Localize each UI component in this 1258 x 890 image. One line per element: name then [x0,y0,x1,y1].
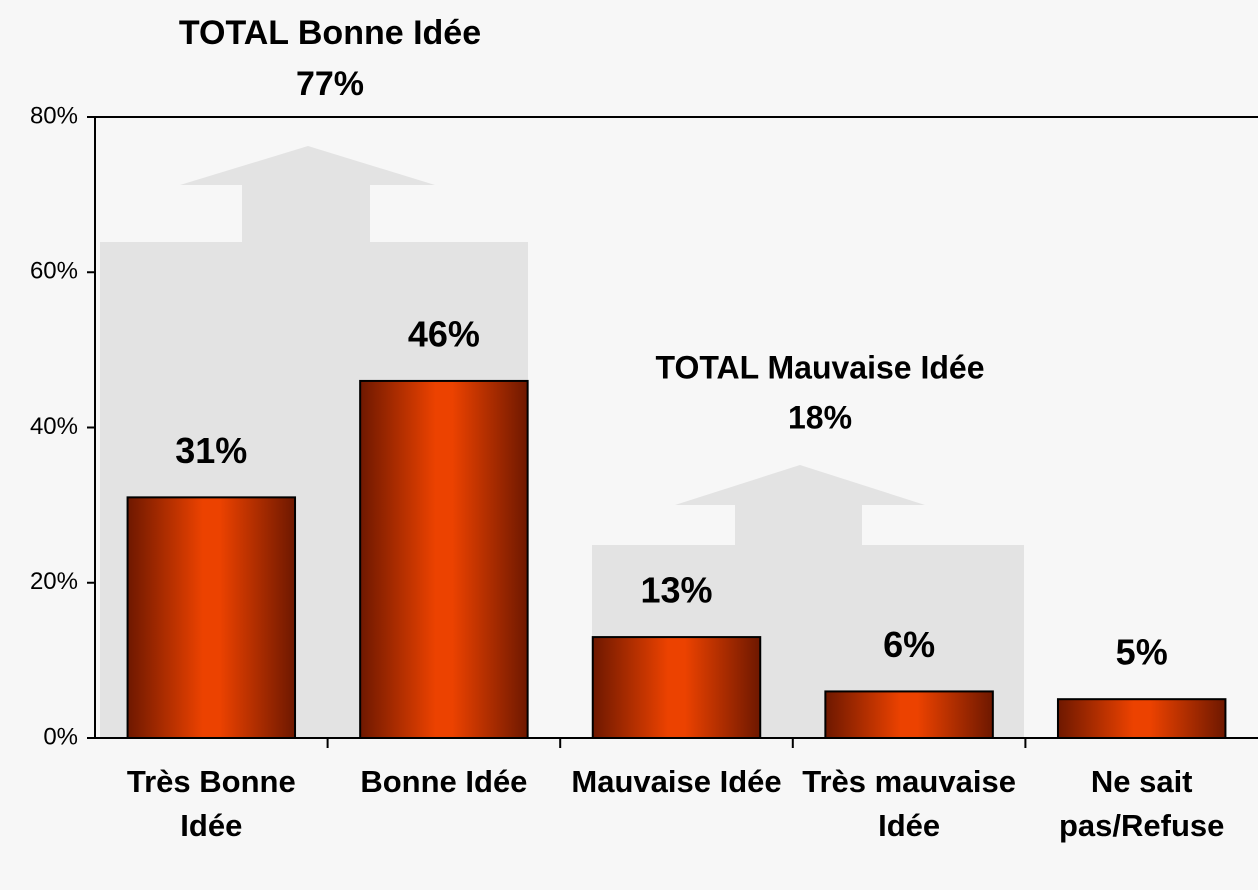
value-label: 6% [883,624,935,665]
arrow-stem [735,504,862,546]
x-tick-label: Bonne Idée [360,764,528,799]
x-tick-label: Ne sait pas/Refuse [1058,764,1225,843]
bar [126,496,297,739]
bar [824,690,994,739]
value-label: 31% [175,430,247,471]
value-label: 46% [408,313,480,354]
x-tick-label: Mauvaise Idée [571,764,782,799]
arrow-head [675,465,925,505]
y-tick-label: 80% [30,102,78,129]
annotation: TOTAL Mauvaise Idée [656,349,985,385]
value-label: 5% [1116,632,1168,673]
y-tick-label: 0% [43,723,78,750]
value-label: 13% [640,570,712,611]
arrow-head [180,146,435,185]
x-tick-label: Très mauvaise Idée [802,764,1016,843]
x-tick-label: Très Bonne Idée [126,764,296,843]
bar [591,636,762,740]
bar [359,379,529,739]
arrow-stem [242,184,370,244]
y-tick-label: 60% [30,258,78,285]
annotation-value: 77% [296,65,364,103]
y-tick-label: 20% [30,568,78,595]
annotation-value: 18% [788,399,852,435]
bar [1056,698,1227,739]
annotation: TOTAL Bonne Idée [179,14,481,52]
y-tick-label: 40% [30,413,78,440]
